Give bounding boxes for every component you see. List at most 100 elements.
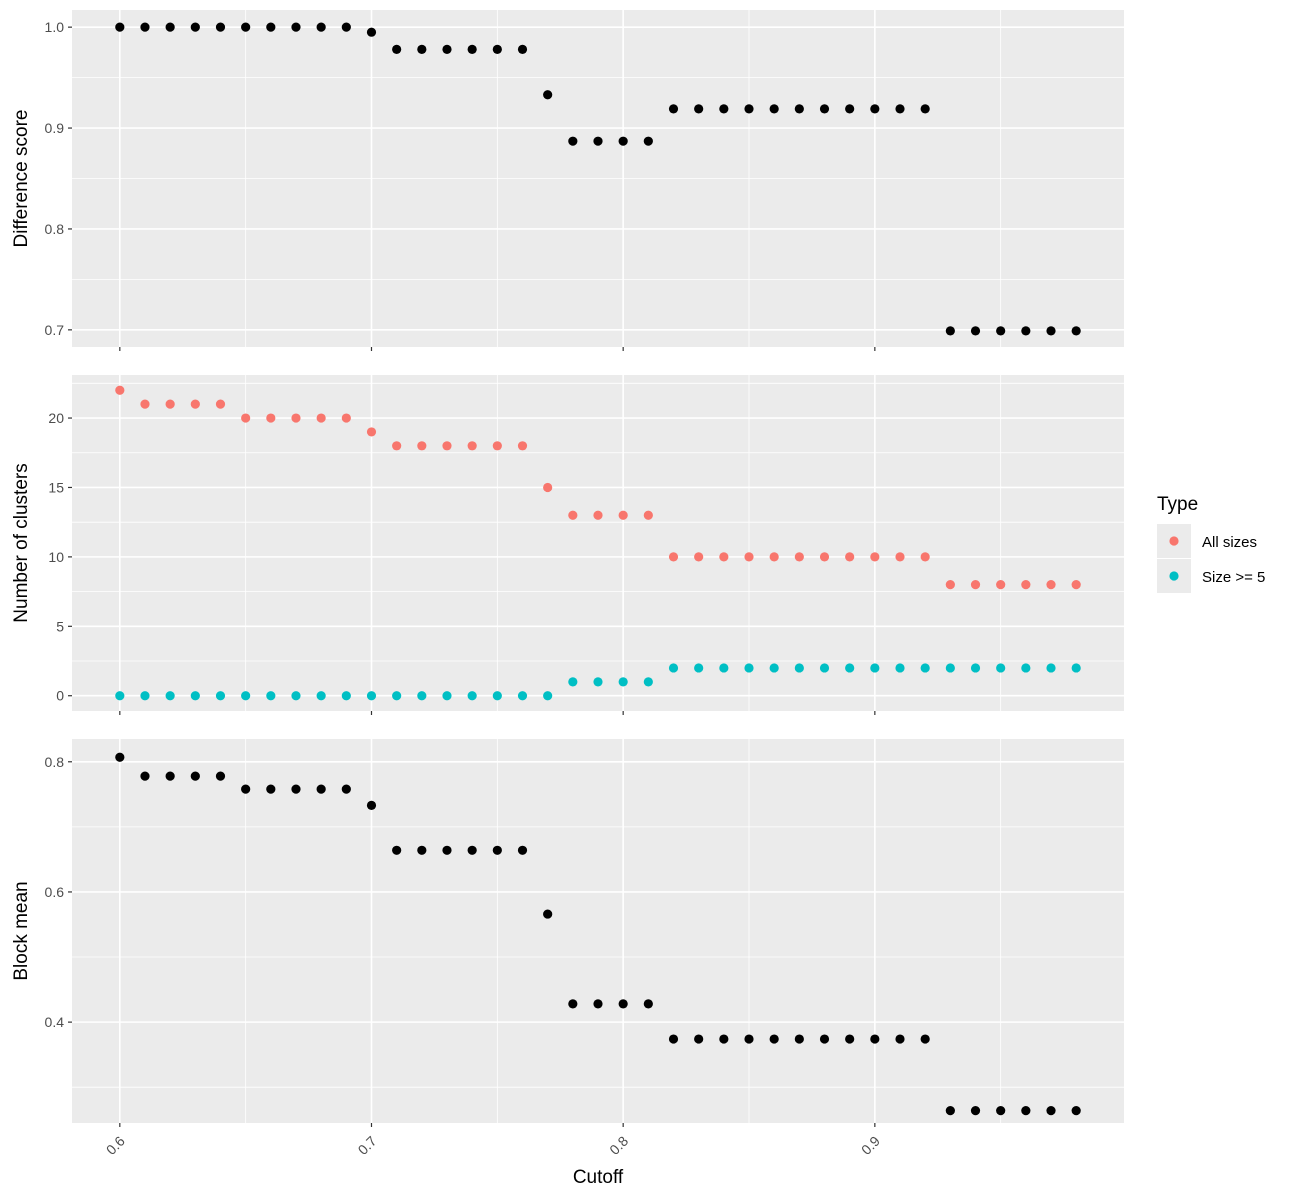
data-point xyxy=(165,399,175,409)
data-point xyxy=(190,399,200,409)
y-tick-label: 0 xyxy=(56,688,64,704)
data-point xyxy=(794,663,804,673)
y-axis-title: Number of clusters xyxy=(11,463,32,622)
data-point xyxy=(719,663,729,673)
data-point xyxy=(366,427,377,437)
data-point xyxy=(115,752,125,762)
legend-swatch xyxy=(1169,536,1179,546)
data-point xyxy=(442,44,452,54)
data-point xyxy=(366,27,377,37)
data-point xyxy=(1046,580,1056,590)
data-point xyxy=(945,580,955,590)
data-point xyxy=(392,441,402,451)
y-tick-label: 0.7 xyxy=(45,322,65,338)
data-point xyxy=(341,22,351,32)
data-point xyxy=(593,999,603,1009)
data-point xyxy=(819,552,830,562)
panel-1: 0.7 0.8 0.9 1.0 Difference score xyxy=(11,10,1124,351)
legend-label: All sizes xyxy=(1202,534,1257,551)
data-point xyxy=(316,22,326,32)
data-point xyxy=(920,104,930,114)
x-tick-label: 0.6 xyxy=(103,1133,128,1158)
data-point xyxy=(945,1106,955,1116)
data-point xyxy=(668,104,679,114)
panel-3: 0.4 0.6 0.8 Block mean xyxy=(11,739,1124,1127)
y-tick-label: 0.6 xyxy=(45,884,65,900)
data-point xyxy=(392,44,402,54)
data-point xyxy=(845,552,855,562)
data-point xyxy=(719,104,729,114)
data-point xyxy=(996,1106,1006,1116)
y-tick-label: 0.9 xyxy=(45,120,65,136)
data-point xyxy=(1071,580,1081,590)
data-point xyxy=(1071,326,1081,336)
panel-background xyxy=(72,739,1124,1123)
data-point xyxy=(668,1034,679,1044)
data-point xyxy=(769,104,779,114)
data-point xyxy=(794,1034,804,1044)
data-point xyxy=(945,326,955,336)
data-point xyxy=(945,663,955,673)
data-point xyxy=(517,44,528,54)
y-tick-label: 10 xyxy=(48,549,64,565)
data-point xyxy=(870,1034,880,1044)
data-point xyxy=(291,691,301,701)
data-point xyxy=(215,399,226,409)
data-point xyxy=(593,136,603,146)
data-point xyxy=(266,413,276,423)
data-point xyxy=(719,552,729,562)
legend-label: Size >= 5 xyxy=(1202,569,1265,586)
data-point xyxy=(392,691,402,701)
data-point xyxy=(1046,663,1056,673)
data-point xyxy=(341,691,351,701)
data-point xyxy=(492,691,502,701)
data-point xyxy=(769,552,779,562)
data-point xyxy=(291,413,301,423)
data-point xyxy=(417,441,427,451)
data-point xyxy=(970,663,981,673)
data-point xyxy=(442,441,452,451)
y-tick-label: 15 xyxy=(48,479,64,495)
data-point xyxy=(845,1034,855,1044)
data-point xyxy=(1046,1106,1056,1116)
data-point xyxy=(417,845,427,855)
data-point xyxy=(643,510,653,520)
data-point xyxy=(165,22,175,32)
data-point xyxy=(1071,1106,1081,1116)
data-point xyxy=(744,663,754,673)
data-point xyxy=(643,999,653,1009)
data-point xyxy=(442,691,452,701)
data-point xyxy=(996,326,1006,336)
data-point xyxy=(165,771,175,781)
data-point xyxy=(819,663,830,673)
data-point xyxy=(694,663,704,673)
legend: Type All sizes Size >= 5 xyxy=(1157,494,1265,593)
data-point xyxy=(970,326,981,336)
data-point xyxy=(543,909,553,919)
data-point xyxy=(895,663,905,673)
data-point xyxy=(870,104,880,114)
data-point xyxy=(769,663,779,673)
data-point xyxy=(517,845,528,855)
data-point xyxy=(291,784,301,794)
data-point xyxy=(190,771,200,781)
data-point xyxy=(1021,1106,1031,1116)
data-point xyxy=(341,413,351,423)
data-point xyxy=(1021,663,1031,673)
data-point xyxy=(115,691,125,701)
y-axis-title: Block mean xyxy=(11,881,32,980)
data-point xyxy=(618,999,628,1009)
data-point xyxy=(442,845,452,855)
data-point xyxy=(568,999,578,1009)
data-point xyxy=(1071,663,1081,673)
data-point xyxy=(115,22,125,32)
series-1 xyxy=(115,22,1081,336)
data-point xyxy=(1021,326,1031,336)
data-point xyxy=(895,552,905,562)
data-point xyxy=(970,580,981,590)
data-point xyxy=(568,136,578,146)
data-point xyxy=(996,580,1006,590)
data-point xyxy=(115,385,125,395)
x-tick-label: 0.8 xyxy=(606,1133,631,1158)
data-point xyxy=(316,413,326,423)
